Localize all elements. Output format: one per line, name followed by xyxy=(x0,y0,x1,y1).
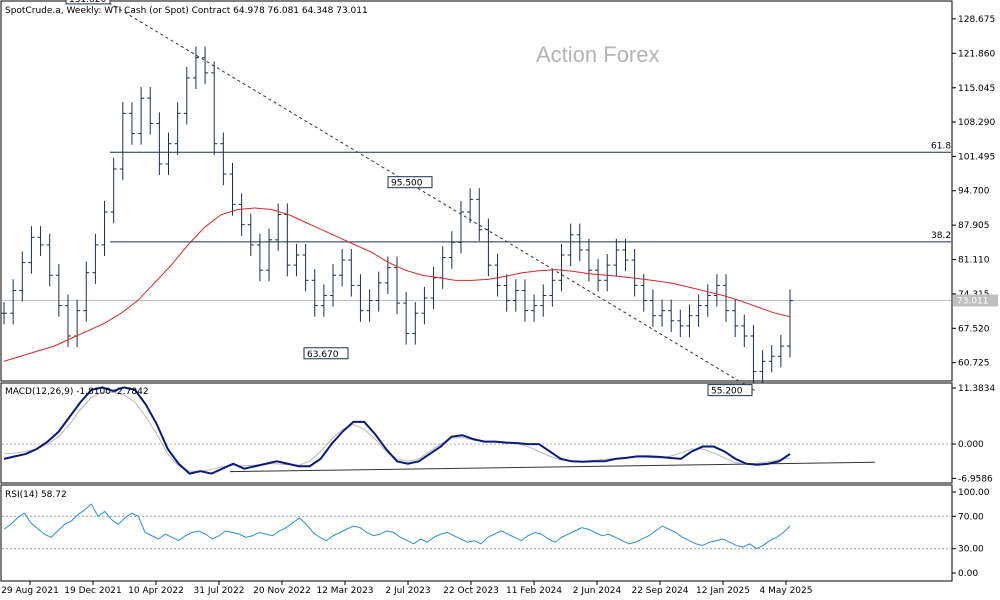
price-axis-label: 101.495 xyxy=(958,152,995,162)
annotation-label: 63.670 xyxy=(307,350,339,360)
macd-panel xyxy=(0,382,953,484)
rsi-axis-label: 30.00 xyxy=(958,545,984,555)
macd-main-line xyxy=(3,386,791,475)
x-axis-label: 19 Dec 2021 xyxy=(64,586,122,596)
rsi-panel-title: RSI(14) 58.72 xyxy=(5,490,67,500)
x-axis-label: 12 Jan 2025 xyxy=(696,586,750,596)
price-panel-title: SpotCrude.a, Weekly: WTI Cash (or Spot) … xyxy=(5,6,368,16)
rsi-axis-label: 70.00 xyxy=(958,512,984,522)
macd-axis-label: -6.9586 xyxy=(958,474,993,484)
x-axis-label: 10 Apr 2022 xyxy=(128,586,184,596)
price-axis-label: 67.520 xyxy=(958,324,990,334)
current-price-label: 73.011 xyxy=(957,296,989,306)
annotation-box xyxy=(707,384,753,397)
rsi-line xyxy=(3,503,791,550)
annotation-box xyxy=(65,0,111,5)
macd-axis-label: 11.3834 xyxy=(958,384,995,394)
x-axis-label: 22 Sep 2024 xyxy=(631,586,688,596)
price-axis-label: 115.045 xyxy=(958,84,995,94)
annotation-label: 95.500 xyxy=(391,179,423,189)
annotation-label: 131.820 xyxy=(69,0,106,5)
macd-panel-title: MACD(12,26,9) -1.8100 -2.7842 xyxy=(5,387,149,397)
fib-level-label: 61.8 xyxy=(931,141,951,151)
price-axis-label: 81.110 xyxy=(958,256,990,266)
annotation-box xyxy=(387,176,433,189)
price-axis-label: 60.725 xyxy=(958,359,990,369)
macd-signal-line xyxy=(3,391,791,472)
rsi-panel xyxy=(0,484,953,582)
macd-axis-label: 0.000 xyxy=(958,440,984,450)
fib-level-label: 38.2 xyxy=(931,231,951,241)
x-axis-label: 12 Mar 2023 xyxy=(316,586,373,596)
moving-average-line xyxy=(3,207,791,362)
x-axis-label: 29 Aug 2021 xyxy=(1,586,59,596)
x-axis-label: 31 Jul 2022 xyxy=(194,586,245,596)
price-axis-label: 121.860 xyxy=(958,49,995,59)
price-axis-label: 108.290 xyxy=(958,118,995,128)
rsi-axis-label: 0.00 xyxy=(958,569,978,579)
price-panel xyxy=(0,0,953,382)
current-price-badge xyxy=(953,294,998,307)
rsi-axis-label: 100.00 xyxy=(958,488,990,498)
annotation-label: 55.200 xyxy=(711,387,743,397)
watermark: Action Forex xyxy=(536,42,660,67)
x-axis-label: 2 Jul 2023 xyxy=(385,586,430,596)
price-axis-label: 87.905 xyxy=(958,221,990,231)
x-axis-label: 2 Jun 2024 xyxy=(573,586,622,596)
x-axis-label: 11 Feb 2024 xyxy=(506,586,562,596)
x-axis-label: 20 Nov 2022 xyxy=(253,586,311,596)
price-axis-label: 94.700 xyxy=(958,187,990,197)
macd-trendline xyxy=(229,461,876,473)
x-axis-label: 22 Oct 2023 xyxy=(443,586,499,596)
x-axis-label: 4 May 2025 xyxy=(760,586,813,596)
annotation-box xyxy=(303,347,349,360)
price-axis-label: 128.675 xyxy=(958,15,995,25)
